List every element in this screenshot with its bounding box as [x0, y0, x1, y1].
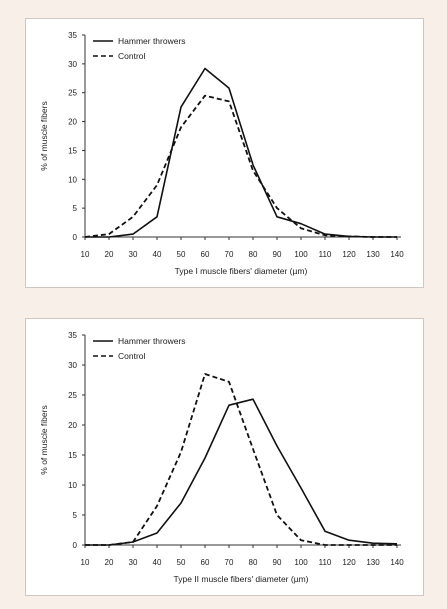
x-tick-label: 100 [294, 250, 308, 259]
type-2-chart: 0 5 10 15 20 25 30 35 10 20 30 40 50 60 70 80 90 100 110 12… [39, 331, 404, 584]
x-tick-label: 30 [129, 558, 138, 567]
y-axis-label: % of muscle fibers [39, 405, 49, 474]
hammer-throwers-series-line [85, 67, 397, 238]
x-tick-label: 50 [177, 250, 186, 259]
x-tick-label: 130 [366, 558, 380, 567]
x-tick-label: 20 [105, 558, 114, 567]
x-tick-label: 140 [390, 558, 404, 567]
y-tick-label: 20 [68, 118, 77, 127]
y-tick-label: 35 [68, 331, 77, 340]
y-tick-label: 5 [73, 511, 78, 520]
x-axis-label: Type II muscle fibers' diameter (µm) [174, 574, 309, 584]
x-tick-label: 40 [153, 558, 162, 567]
y-tick-label: 10 [68, 481, 77, 490]
y-tick-label: 0 [73, 541, 78, 550]
y-tick-label: 30 [68, 60, 77, 69]
x-tick-label: 70 [225, 558, 234, 567]
x-tick-label: 120 [342, 250, 356, 259]
legend-label: Control [118, 351, 146, 361]
y-tick-label: 15 [68, 451, 77, 460]
chart-panel-type-1: 0 5 10 15 20 25 30 35 10 20 30 40 50 60 70 80 90 100 110 12… [25, 18, 424, 288]
x-tick-label: 60 [201, 558, 210, 567]
y-tick-label: 20 [68, 421, 77, 430]
control-series-line [85, 373, 397, 546]
y-tick-label: 0 [73, 233, 78, 242]
x-tick-label: 80 [249, 558, 258, 567]
x-tick-label: 30 [129, 250, 138, 259]
legend-label: Hammer throwers [118, 36, 186, 46]
x-tick-label: 110 [319, 558, 332, 567]
y-tick-label: 25 [68, 89, 77, 98]
x-tick-label: 10 [81, 250, 90, 259]
y-tick-label: 10 [68, 175, 77, 184]
x-tick-label: 70 [225, 250, 234, 259]
y-tick-label: 15 [68, 146, 77, 155]
hammer-throwers-series-line [85, 398, 398, 546]
control-series-line [84, 94, 397, 238]
x-tick-label: 50 [177, 558, 186, 567]
legend-label: Hammer throwers [118, 336, 186, 346]
legend-label: Control [118, 51, 146, 61]
x-tick-label: 100 [294, 558, 308, 567]
x-tick-label: 90 [273, 558, 282, 567]
y-tick-label: 25 [68, 391, 77, 400]
y-tick-label: 30 [68, 361, 77, 370]
x-tick-label: 130 [366, 250, 380, 259]
x-tick-label: 20 [105, 250, 114, 259]
y-tick-label: 5 [73, 204, 78, 213]
x-tick-label: 60 [201, 250, 210, 259]
x-axis-label: Type I muscle fibers' diameter (µm) [175, 266, 308, 276]
x-tick-label: 90 [273, 250, 282, 259]
x-tick-label: 110 [319, 250, 332, 259]
x-tick-label: 120 [342, 558, 356, 567]
x-tick-label: 140 [390, 250, 404, 259]
y-axis-label: % of muscle fibers [39, 101, 49, 170]
x-tick-label: 80 [249, 250, 258, 259]
chart-panel-type-2: 0 5 10 15 20 25 30 35 10 20 30 40 50 60 70 80 90 100 110 12… [25, 318, 424, 596]
x-tick-label: 40 [153, 250, 162, 259]
x-tick-label: 10 [81, 558, 90, 567]
y-tick-label: 35 [68, 31, 77, 40]
type-1-chart: 0 5 10 15 20 25 30 35 10 20 30 40 50 60 70 80 90 100 110 12… [39, 31, 404, 276]
